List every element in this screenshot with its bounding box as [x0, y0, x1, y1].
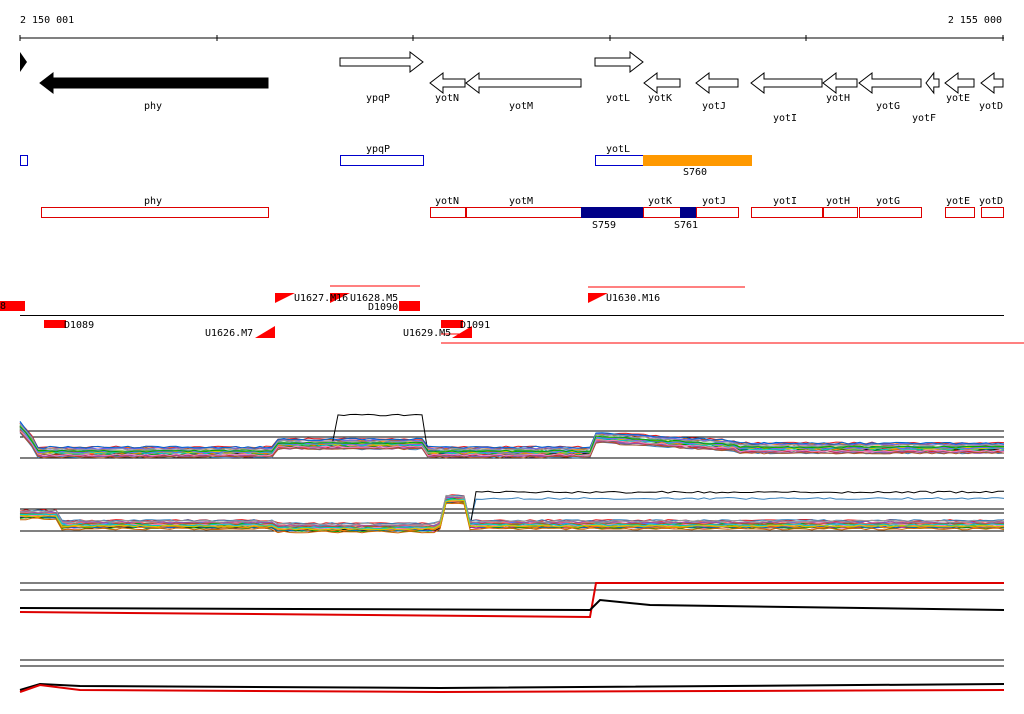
probe-flag — [255, 326, 275, 338]
segment — [20, 155, 28, 166]
segment — [823, 207, 858, 218]
gene-label: yotM — [509, 101, 533, 112]
gene-label: yotH — [826, 93, 850, 104]
segment-label: yotI — [773, 196, 797, 207]
segment — [945, 207, 975, 218]
segment — [581, 207, 644, 218]
signal-line — [19, 682, 1005, 691]
segment — [859, 207, 922, 218]
segment-label: yotD — [979, 196, 1003, 207]
segment-label: S759 — [592, 220, 616, 231]
probe-label: D1090 — [368, 302, 398, 313]
signal-line — [19, 421, 1005, 449]
segment-label: yotH — [826, 196, 850, 207]
probe-label: 8 — [0, 301, 6, 312]
signal-line — [19, 426, 1005, 453]
segment-label: yotE — [946, 196, 970, 207]
segment — [595, 155, 644, 166]
signal-line — [19, 598, 1005, 612]
segment — [340, 155, 424, 166]
segment-label: phy — [144, 196, 162, 207]
probe-block — [0, 301, 25, 311]
gene-label: ypqP — [366, 93, 390, 104]
segment — [680, 207, 697, 218]
segment — [643, 207, 681, 218]
signal-line — [19, 494, 1005, 526]
segment-label: yotK — [648, 196, 672, 207]
gene-arrow — [465, 71, 582, 95]
gene-arrow — [858, 71, 922, 95]
gene-arrow — [822, 71, 858, 95]
segment-label: yotG — [876, 196, 900, 207]
probe-label: D1091 — [460, 320, 490, 331]
probe-block — [441, 320, 463, 328]
signal-line — [19, 499, 1005, 531]
gene-label: yotN — [435, 93, 459, 104]
gene-label: yotD — [979, 101, 1003, 112]
gene-label: yotI — [773, 113, 797, 124]
segment — [696, 207, 739, 218]
gene-label: yotE — [946, 93, 970, 104]
gene-arrow — [750, 71, 823, 95]
gene-label: yotG — [876, 101, 900, 112]
signal-line — [19, 496, 1005, 527]
signal-line — [19, 423, 1005, 451]
gene-label: phy — [144, 101, 162, 112]
probe-label: U1627.M16 — [294, 293, 348, 304]
segment — [751, 207, 823, 218]
signal-line — [19, 496, 1005, 528]
start-marker — [20, 52, 27, 72]
gene-arrow — [39, 71, 269, 95]
gene-label: yotJ — [702, 101, 726, 112]
probe-block — [44, 320, 66, 328]
segment — [466, 207, 582, 218]
probe-label: U1626.M7 — [205, 328, 253, 339]
gene-label: yotF — [912, 113, 936, 124]
signal-line — [19, 683, 1005, 694]
segment — [643, 155, 752, 166]
probe-flag — [275, 293, 295, 303]
segment-label: ypqP — [366, 144, 390, 155]
segment-label: yotJ — [702, 196, 726, 207]
gene-arrow — [429, 71, 466, 95]
signal-line — [19, 582, 1004, 619]
probe-label: U1629.M5 — [403, 328, 451, 339]
gene-arrow — [944, 71, 975, 95]
gene-arrow — [643, 71, 681, 95]
ruler-end: 2 155 000 — [948, 15, 1002, 26]
segment-label: yotN — [435, 196, 459, 207]
probe-label: D1089 — [64, 320, 94, 331]
segment — [41, 207, 269, 218]
signal-line — [19, 430, 1005, 457]
ruler-start: 2 150 001 — [20, 15, 74, 26]
probe-block — [399, 301, 420, 311]
segment-label: S760 — [683, 167, 707, 178]
gene-arrow — [594, 50, 644, 74]
probe-flag — [588, 293, 608, 303]
segment-label: yotL — [606, 144, 630, 155]
segment — [430, 207, 466, 218]
signal-line — [19, 502, 1005, 534]
probe-flag — [330, 293, 350, 303]
segment — [981, 207, 1004, 218]
probe-flag — [452, 326, 472, 338]
segment-label: yotM — [509, 196, 533, 207]
gene-arrow — [339, 50, 424, 74]
signal-line — [19, 431, 1005, 459]
gene-label: yotK — [648, 93, 672, 104]
gene-arrow — [925, 71, 940, 95]
gene-arrow — [695, 71, 739, 95]
gene-arrow — [980, 71, 1004, 95]
probe-label: U1630.M16 — [606, 293, 660, 304]
gene-label: yotL — [606, 93, 630, 104]
segment-label: S761 — [674, 220, 698, 231]
probe-label: U1628.M5 — [350, 293, 398, 304]
